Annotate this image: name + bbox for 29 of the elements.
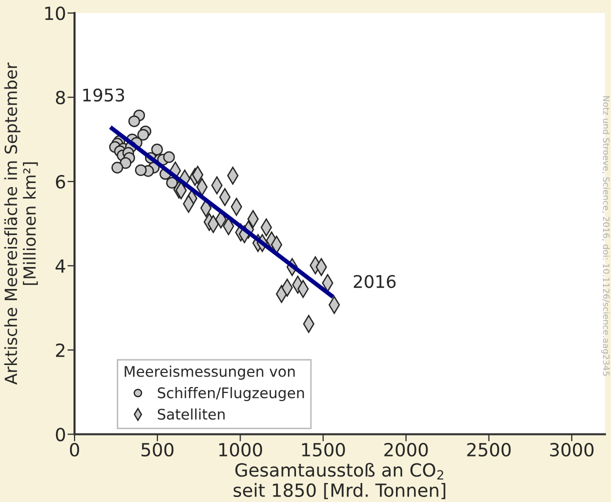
legend-label: Satelliten xyxy=(158,408,225,420)
point xyxy=(120,157,132,169)
point xyxy=(163,151,175,163)
x-tick-label: 2500 xyxy=(467,442,511,457)
annotation: 1953 xyxy=(83,88,124,102)
x-tick-label: 2000 xyxy=(384,442,428,457)
y-tick-label: 2 xyxy=(56,343,64,357)
x-tick-label: 1000 xyxy=(219,442,262,457)
x-tick-label: 3000 xyxy=(550,442,594,457)
point xyxy=(135,164,147,176)
y-axis-title: Arktische Meereisfläche im September [Millionen km²] xyxy=(4,62,38,385)
legend-title: Meereismessungen von xyxy=(124,366,295,380)
y-tick-label: 6 xyxy=(56,174,66,189)
y-tick-label: 10 xyxy=(45,6,66,20)
annotation: 2016 xyxy=(354,274,396,288)
y-tick-label: 8 xyxy=(56,90,65,104)
y-tick-label: 4 xyxy=(56,259,66,273)
point xyxy=(166,176,178,189)
point xyxy=(151,144,163,156)
point xyxy=(111,162,124,174)
x-tick-label: 500 xyxy=(142,442,174,457)
x-tick-label: 0 xyxy=(70,442,80,457)
point xyxy=(128,115,140,128)
point xyxy=(137,128,149,141)
x-axis-title: Gesamtausstoß an CO$_{2}$ seit 1850 [Mrd. Tonnen] xyxy=(234,462,446,500)
annotation: Notz und Stroeve, Science, 2016, doi: 10.1126/science.aag2345 xyxy=(601,96,610,376)
x-tick-label: 1500 xyxy=(302,442,345,457)
y-tick-label: 0 xyxy=(56,428,66,442)
legend-label: Schiffen/Flugzeugen xyxy=(158,387,304,402)
